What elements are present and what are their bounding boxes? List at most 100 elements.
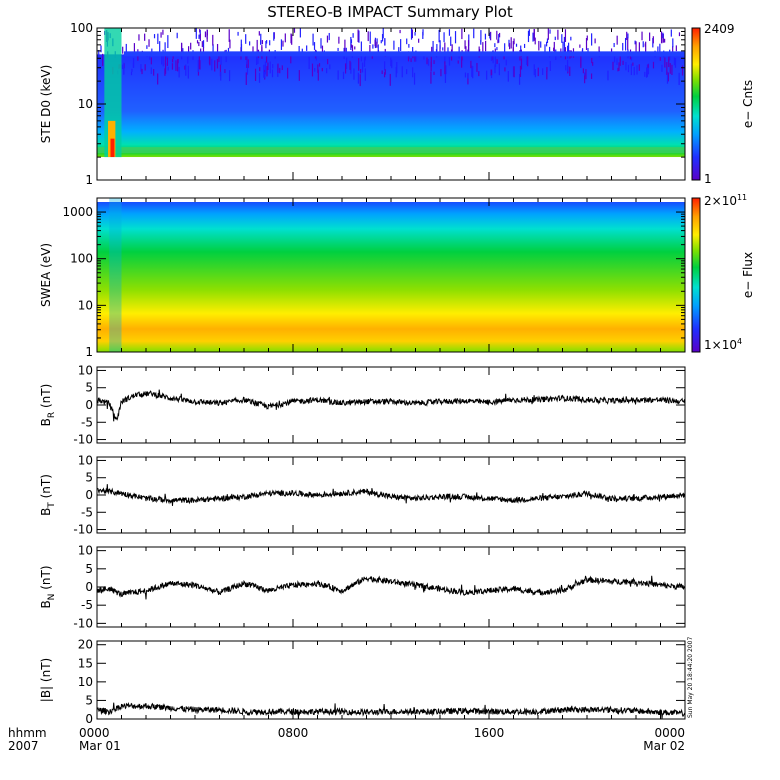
ste-noise-mark bbox=[660, 31, 663, 44]
ste-noise-mark bbox=[358, 30, 360, 43]
ste-noise-mark bbox=[587, 48, 589, 53]
ste-noise-mark bbox=[652, 36, 654, 44]
ste-noise-mark bbox=[546, 41, 548, 47]
ste-noise-mark bbox=[184, 65, 186, 70]
ste-noise-mark bbox=[187, 46, 190, 57]
ste-noise-mark bbox=[540, 41, 542, 48]
ste-noise-mark bbox=[436, 44, 438, 52]
ste-noise-mark bbox=[391, 59, 393, 69]
ste-noise-mark bbox=[567, 42, 570, 52]
ste-noise-mark bbox=[569, 66, 571, 76]
ste-noise-mark bbox=[549, 29, 551, 34]
ste-noise-mark bbox=[546, 38, 549, 43]
ste-noise-mark bbox=[581, 48, 584, 54]
ste-noise-mark bbox=[359, 74, 361, 87]
ste-noise-mark bbox=[197, 60, 199, 72]
ste-noise-mark bbox=[287, 67, 289, 79]
ste-noise-mark bbox=[177, 59, 179, 64]
ste-noise-mark bbox=[167, 35, 169, 49]
ste-noise-mark bbox=[166, 53, 169, 66]
ste-noise-mark bbox=[220, 52, 222, 65]
ste-noise-mark bbox=[245, 55, 247, 60]
ste-noise-mark bbox=[102, 53, 104, 66]
ste-noise-mark bbox=[328, 32, 330, 41]
ste-noise-mark bbox=[349, 60, 351, 70]
ste-noise-mark bbox=[98, 49, 100, 58]
ste-noise-mark bbox=[662, 32, 664, 39]
ste-noise-mark bbox=[293, 28, 296, 33]
ste-noise-mark bbox=[580, 58, 582, 68]
ste-noise-mark bbox=[351, 45, 354, 52]
ste-noise-mark bbox=[675, 45, 677, 52]
ste-noise-mark bbox=[668, 56, 670, 62]
ste-noise-mark bbox=[384, 69, 386, 75]
ste-noise-mark bbox=[467, 72, 469, 79]
ste-noise-mark bbox=[212, 34, 214, 46]
ste-noise-mark bbox=[464, 72, 467, 78]
ste-noise-mark bbox=[206, 33, 208, 39]
footer-tick-hhmm: 0000 bbox=[654, 726, 685, 740]
ste-noise-mark bbox=[432, 40, 434, 54]
footer-tick-date: Mar 02 bbox=[643, 739, 685, 753]
ste-noise-mark bbox=[467, 73, 469, 85]
panel-4: -10 -5 0 5 10 bbox=[73, 453, 686, 537]
ste-noise-mark bbox=[157, 73, 159, 85]
ste-noise-mark bbox=[245, 34, 247, 44]
ste-noise-mark bbox=[290, 52, 292, 64]
ste-noise-mark bbox=[384, 61, 386, 71]
ste-noise-mark bbox=[180, 43, 183, 55]
ste-noise-mark bbox=[496, 30, 498, 40]
ste-noise-mark bbox=[486, 70, 488, 80]
panel-5-ytick-label: -5 bbox=[81, 598, 93, 612]
ste-noise-mark bbox=[584, 72, 586, 84]
ste-noise-mark bbox=[612, 61, 614, 71]
ste-noise-mark bbox=[553, 47, 555, 52]
panel-6-ytick-label: 20 bbox=[78, 638, 93, 652]
ste-noise-mark bbox=[666, 71, 669, 84]
ste-noise-mark bbox=[264, 71, 266, 79]
ste-noise-mark bbox=[320, 38, 322, 49]
ste-noise-mark bbox=[257, 54, 259, 64]
ste-noise-mark bbox=[357, 29, 359, 43]
ste-noise-mark bbox=[326, 35, 329, 43]
ste-noise-mark bbox=[311, 63, 314, 77]
ste-noise-mark bbox=[627, 33, 629, 39]
ste-noise-mark bbox=[264, 61, 267, 74]
ste-noise-mark bbox=[519, 65, 522, 77]
ste-noise-mark bbox=[329, 64, 331, 70]
footer-tick-hhmm: 0000 bbox=[79, 726, 110, 740]
panel-3-ytick-label: 0 bbox=[85, 398, 93, 412]
ste-noise-mark bbox=[634, 40, 636, 45]
ste-noise-mark bbox=[298, 45, 300, 53]
ste-noise-mark bbox=[308, 56, 310, 70]
ste-noise-mark bbox=[377, 44, 379, 55]
ste-noise-mark bbox=[162, 29, 164, 35]
ste-noise-mark bbox=[585, 38, 588, 50]
ste-noise-mark bbox=[363, 57, 366, 67]
panel-6-trace bbox=[96, 701, 686, 719]
ste-noise-mark bbox=[148, 39, 150, 47]
ste-noise-mark bbox=[439, 45, 441, 53]
ste-noise-mark bbox=[480, 30, 482, 42]
ste-noise-mark bbox=[498, 32, 501, 38]
ste-noise-mark bbox=[482, 42, 484, 52]
ste-noise-mark bbox=[350, 36, 352, 50]
ste-noise-mark bbox=[146, 45, 148, 49]
ste-noise-mark bbox=[526, 54, 528, 65]
ste-noise-mark bbox=[672, 38, 674, 48]
ste-noise-mark bbox=[532, 32, 534, 42]
ste-noise-mark bbox=[485, 40, 487, 52]
panel-4-ytick-label: -10 bbox=[73, 523, 93, 537]
ste-noise-mark bbox=[586, 35, 588, 41]
ste-noise-mark bbox=[224, 69, 226, 74]
ste-noise-mark bbox=[622, 42, 624, 51]
ste-noise-mark bbox=[187, 56, 189, 64]
panel-2-ylabel: SWEA (eV) bbox=[39, 243, 53, 307]
ste-noise-mark bbox=[439, 40, 441, 49]
ste-noise-mark bbox=[565, 65, 567, 71]
ste-noise-mark bbox=[229, 39, 231, 49]
panel-3-ytick-label: -10 bbox=[73, 433, 93, 447]
ste-noise-mark bbox=[542, 68, 544, 75]
ste-noise-mark bbox=[256, 39, 258, 53]
